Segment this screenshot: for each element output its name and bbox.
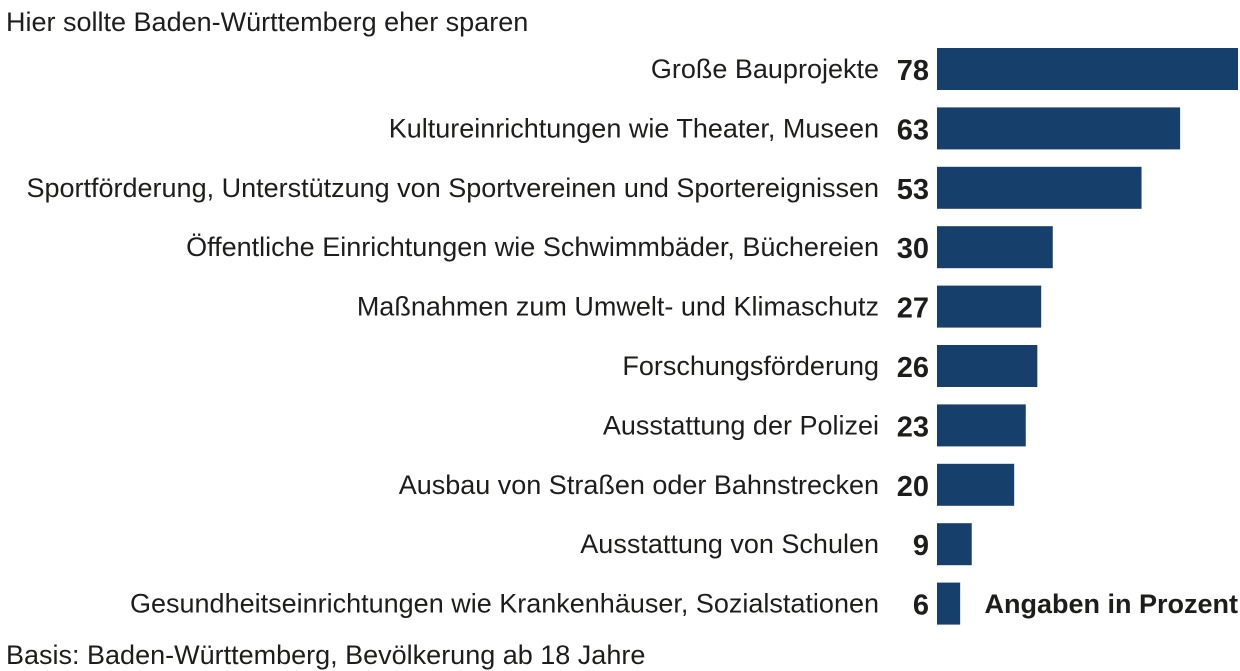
bar — [937, 166, 1142, 209]
bar — [937, 226, 1053, 269]
category-label: Forschungsförderung — [622, 351, 879, 381]
bar — [937, 582, 961, 625]
bars-group: Große Bauprojekte 78 Kultureinrichtungen w… — [26, 48, 1238, 625]
bar — [937, 107, 1181, 150]
bar — [937, 463, 1015, 506]
category-label: Sportförderung, Unterstützung von Sportv… — [26, 173, 879, 203]
category-label: Ausstattung der Polizei — [603, 410, 879, 440]
category-label: Große Bauprojekte — [651, 54, 879, 84]
value-label: 26 — [897, 352, 929, 384]
value-label: 63 — [897, 114, 929, 146]
bar — [937, 345, 1038, 387]
bar — [937, 48, 1238, 90]
value-label: 6 — [913, 590, 929, 622]
category-label: Öffentliche Einrichtungen wie Schwimmbäd… — [186, 232, 879, 262]
source-note: Basis: Baden-Württemberg, Bevölkerung ab… — [6, 640, 645, 670]
unit-note: Angaben in Prozent — [984, 589, 1238, 619]
category-label: Maßnahmen zum Umwelt- und Klimaschutz — [357, 292, 879, 322]
bar — [937, 404, 1026, 447]
category-label: Ausbau von Straßen oder Bahnstrecken — [399, 470, 879, 500]
bar — [937, 523, 972, 566]
value-label: 53 — [897, 174, 929, 206]
bar — [937, 285, 1042, 328]
value-label: 27 — [897, 293, 929, 325]
value-label: 30 — [897, 233, 929, 265]
chart-subtitle: Hier sollte Baden-Württemberg eher spare… — [6, 7, 528, 37]
value-label: 23 — [897, 411, 929, 443]
value-label: 78 — [897, 55, 929, 87]
category-label: Gesundheitseinrichtungen wie Krankenhäus… — [130, 589, 879, 619]
value-label: 20 — [897, 471, 929, 503]
value-label: 9 — [913, 530, 929, 562]
category-label: Kultureinrichtungen wie Theater, Museen — [389, 113, 879, 143]
category-label: Ausstattung von Schulen — [580, 529, 879, 559]
